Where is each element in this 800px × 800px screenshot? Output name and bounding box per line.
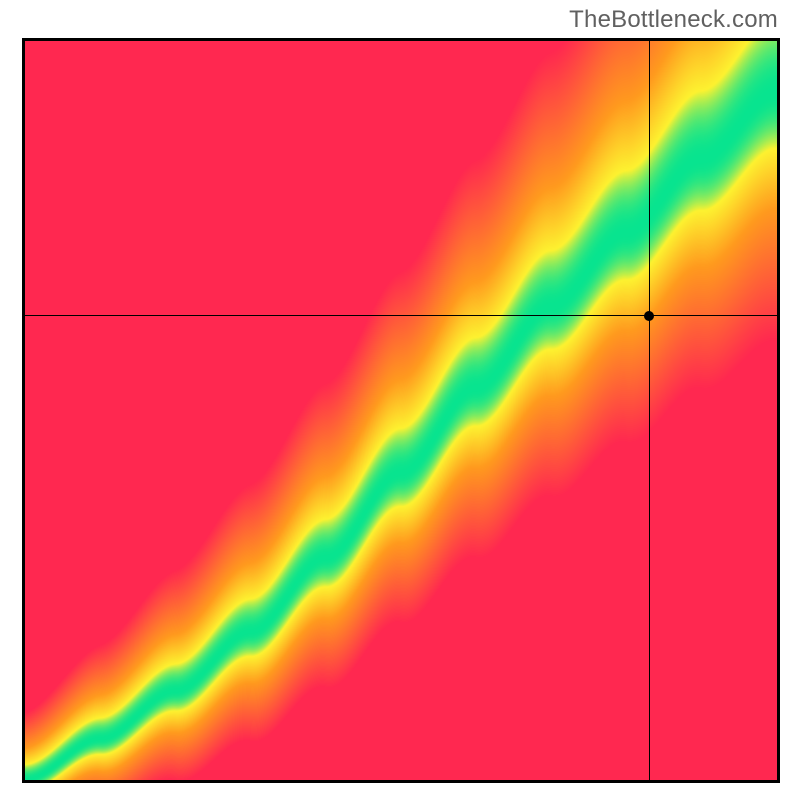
heatmap-canvas <box>25 41 777 780</box>
crosshair-vertical <box>649 41 650 780</box>
chart-container: TheBottleneck.com <box>0 0 800 800</box>
crosshair-horizontal <box>25 315 777 316</box>
crosshair-marker <box>644 311 654 321</box>
plot-frame <box>22 38 780 783</box>
watermark-text: TheBottleneck.com <box>569 6 778 34</box>
